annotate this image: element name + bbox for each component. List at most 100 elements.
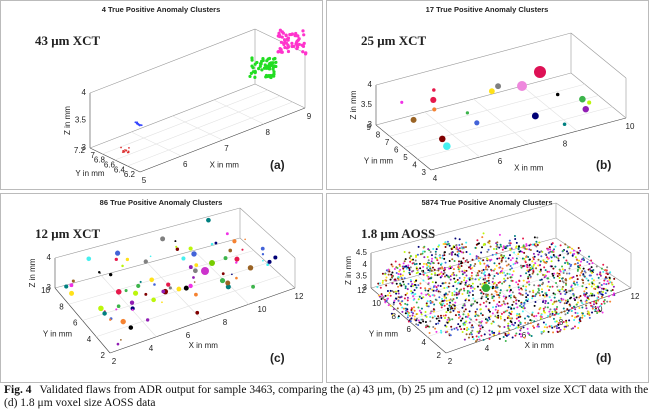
- flaw-marker: [441, 282, 444, 285]
- flaw-marker: [475, 318, 478, 321]
- flaw-marker: [432, 248, 435, 251]
- flaw-marker: [410, 116, 417, 123]
- flaw-marker: [398, 264, 401, 267]
- z-tick-label: 3.5: [356, 271, 368, 280]
- flaw-marker: [523, 336, 526, 339]
- flaw-marker: [590, 285, 593, 288]
- flaw-marker: [132, 290, 139, 296]
- flaw-marker: [377, 282, 380, 285]
- flaw-marker: [422, 265, 425, 268]
- x-tick-label: 8: [223, 318, 228, 327]
- flaw-marker: [278, 33, 282, 38]
- flaw-marker: [559, 244, 562, 247]
- flaw-marker: [434, 250, 437, 253]
- flaw-marker: [385, 299, 388, 302]
- flaw-marker: [482, 282, 485, 285]
- flaw-marker: [445, 299, 448, 302]
- flaw-marker: [579, 95, 586, 103]
- flaw-marker: [266, 263, 269, 267]
- flaw-marker: [398, 270, 401, 273]
- flaw-marker: [559, 292, 562, 295]
- flaw-marker: [480, 251, 483, 254]
- flaw-marker: [444, 246, 447, 249]
- flaw-marker: [450, 325, 453, 328]
- flaw-marker: [260, 68, 264, 72]
- flaw-marker: [609, 271, 612, 274]
- flaw-marker: [303, 52, 308, 56]
- flaw-marker: [500, 269, 503, 272]
- flaw-marker: [396, 307, 399, 310]
- flaw-marker: [448, 244, 451, 247]
- flaw-marker: [558, 276, 561, 279]
- flaw-marker: [430, 277, 433, 280]
- flaw-marker: [555, 300, 558, 303]
- flaw-marker: [597, 309, 600, 312]
- flaw-marker: [433, 268, 436, 271]
- flaw-marker: [489, 286, 492, 289]
- flaw-marker: [470, 333, 473, 336]
- flaw-marker: [422, 279, 425, 282]
- flaw-marker: [498, 296, 501, 299]
- flaw-marker: [471, 293, 474, 296]
- flaw-marker: [561, 265, 564, 268]
- flaw-marker: [444, 243, 447, 246]
- flaw-marker: [514, 237, 517, 240]
- flaw-marker: [593, 283, 596, 286]
- flaw-marker: [468, 291, 471, 294]
- flaw-marker: [409, 320, 412, 323]
- flaw-marker: [473, 287, 476, 290]
- flaw-marker: [397, 273, 400, 276]
- flaw-marker: [463, 338, 466, 341]
- flaw-marker: [440, 271, 443, 274]
- flaw-marker: [532, 269, 535, 272]
- flaw-marker: [301, 44, 306, 48]
- flaw-marker: [590, 259, 593, 262]
- flaw-marker: [599, 304, 602, 307]
- flaw-marker: [439, 290, 442, 293]
- flaw-marker: [608, 278, 611, 281]
- flaw-marker: [581, 270, 584, 273]
- flaw-marker: [589, 270, 592, 273]
- z-tick-label: 4: [82, 88, 87, 97]
- flaw-marker: [451, 299, 454, 302]
- flaw-marker: [437, 322, 440, 325]
- flaw-marker: [579, 316, 582, 319]
- flaw-marker: [542, 321, 545, 324]
- flaw-marker: [486, 258, 489, 261]
- flaw-marker: [241, 248, 244, 251]
- flaw-marker: [607, 295, 610, 298]
- flaw-marker: [470, 271, 473, 274]
- flaw-marker: [469, 264, 472, 267]
- flaw-marker: [431, 294, 434, 297]
- y-tick-label: 8: [59, 302, 64, 311]
- flaw-marker: [479, 327, 482, 330]
- flaw-marker: [551, 272, 554, 275]
- flaw-marker: [544, 300, 547, 303]
- flaw-marker: [444, 324, 447, 327]
- flaw-marker: [508, 244, 511, 247]
- flaw-marker: [463, 304, 466, 307]
- flaw-marker: [538, 294, 541, 297]
- flaw-marker: [415, 254, 418, 257]
- flaw-marker: [504, 332, 507, 335]
- flaw-marker: [544, 302, 547, 305]
- x-tick-label: 4: [485, 344, 490, 353]
- flaw-marker: [394, 290, 397, 293]
- flaw-marker: [573, 252, 576, 255]
- flaw-marker: [553, 300, 556, 303]
- flaw-marker: [559, 270, 562, 273]
- flaw-marker: [576, 301, 579, 304]
- flaw-marker: [457, 265, 460, 268]
- flaw-marker: [280, 35, 284, 39]
- flaw-marker: [565, 272, 568, 275]
- flaw-marker: [472, 326, 475, 329]
- flaw-marker: [458, 247, 461, 250]
- flaw-marker: [537, 287, 540, 290]
- flaw-marker: [295, 34, 299, 38]
- flaw-marker: [503, 280, 506, 283]
- flaw-marker: [593, 308, 596, 311]
- y-axis-label: Y in mm: [75, 169, 105, 178]
- flaw-marker: [415, 319, 418, 322]
- flaw-marker: [453, 293, 456, 296]
- flaw-marker: [482, 284, 490, 292]
